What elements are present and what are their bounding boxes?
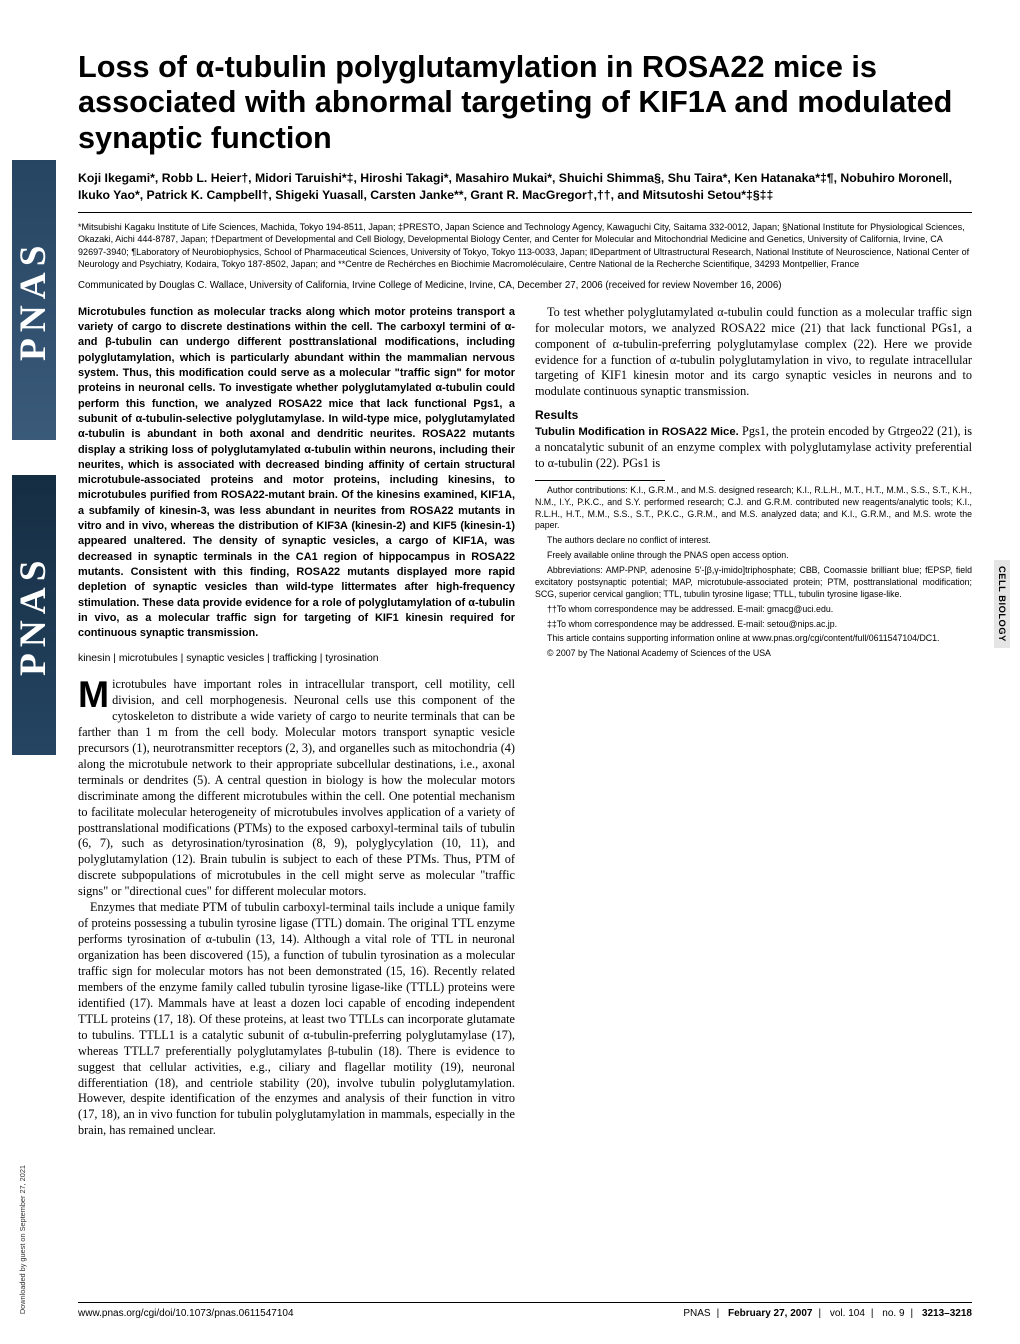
footer-journal: PNAS (683, 1308, 710, 1319)
author-list: Koji Ikegami*, Robb L. Heier†, Midori Ta… (78, 170, 972, 204)
para-3: To test whether polyglutamylated α-tubul… (535, 305, 972, 401)
para-2: Enzymes that mediate PTM of tubulin carb… (78, 900, 515, 1139)
communicated-line: Communicated by Douglas C. Wallace, Univ… (78, 280, 972, 293)
footnote-access: Freely available online through the PNAS… (535, 550, 972, 562)
footer-citation: PNAS| February 27, 2007| vol. 104| no. 9… (683, 1307, 972, 1320)
footer-doi: www.pnas.org/cgi/doi/10.1073/pnas.061154… (78, 1307, 294, 1320)
footnote-si: This article contains supporting informa… (535, 633, 972, 645)
para-1: icrotubules have important roles in intr… (78, 677, 515, 898)
footnote-conflict: The authors declare no conflict of inter… (535, 535, 972, 547)
abstract: Microtubules function as molecular track… (78, 305, 515, 642)
footnote-corr2: ‡‡To whom correspondence may be addresse… (535, 619, 972, 631)
pnas-brand-band-2: PNAS (12, 475, 56, 755)
footnote-copyright: © 2007 by The National Academy of Scienc… (535, 648, 972, 660)
results-subhead: Tubulin Modification in ROSA22 Mice. (535, 426, 739, 438)
dropcap: M (78, 677, 112, 711)
affiliations: *Mitsubishi Kagaku Institute of Life Sci… (78, 221, 972, 270)
footnote-contrib: Author contributions: K.I., G.R.M., and … (535, 485, 972, 533)
footer-vol: vol. 104 (830, 1308, 865, 1319)
page-footer: www.pnas.org/cgi/doi/10.1073/pnas.061154… (78, 1302, 972, 1320)
pnas-brand-band: PNAS (12, 160, 56, 440)
category-tab: CELL BIOLOGY (994, 560, 1010, 648)
results-heading: Results (535, 408, 972, 424)
footnote-abbrev: Abbreviations: AMP-PNP, adenosine 5′-[β,… (535, 565, 972, 601)
rule (78, 212, 972, 213)
footer-date: February 27, 2007 (728, 1308, 813, 1319)
footnotes: Author contributions: K.I., G.R.M., and … (535, 485, 972, 660)
download-note: Downloaded by guest on September 27, 202… (18, 1165, 28, 1314)
footer-pages: 3213–3218 (922, 1308, 972, 1319)
keywords: kinesin | microtubules | synaptic vesicl… (78, 652, 515, 666)
footer-no: no. 9 (882, 1308, 904, 1319)
main-columns: Microtubules function as molecular track… (78, 305, 972, 1155)
footnote-rule (535, 480, 665, 481)
article-title: Loss of α-tubulin polyglutamylation in R… (78, 50, 972, 156)
footnote-corr1: ††To whom correspondence may be addresse… (535, 604, 972, 616)
